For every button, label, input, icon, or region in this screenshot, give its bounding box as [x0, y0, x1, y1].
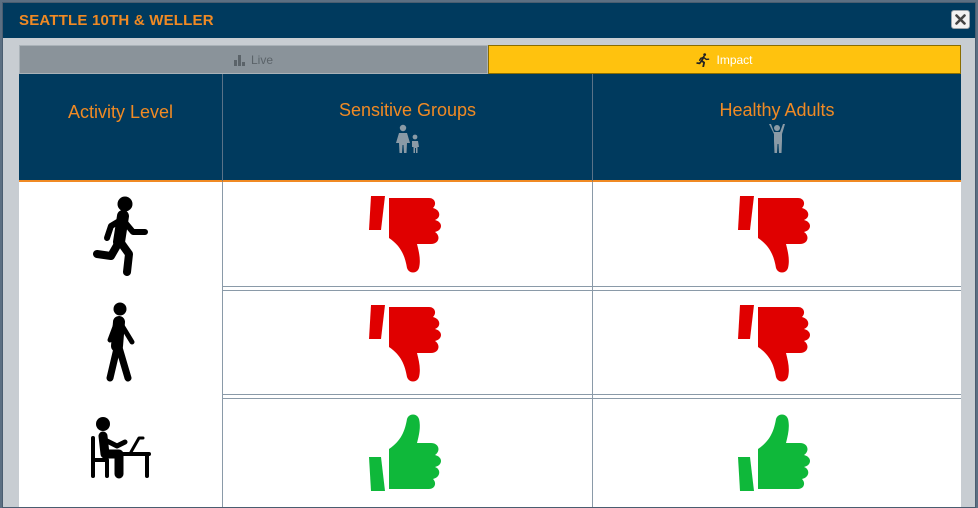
header-activity-label: Activity Level [67, 102, 174, 122]
header-sensitive-label: Sensitive Groups [338, 100, 477, 120]
header-healthy-adults: Healthy Adults [592, 74, 961, 182]
column-divider [222, 182, 223, 507]
cell-sensitive-running [223, 182, 592, 286]
adult-child-icon [395, 124, 419, 153]
close-button[interactable] [951, 10, 970, 29]
row-separator [593, 394, 961, 399]
thumbs-down-icon [738, 304, 810, 381]
row-separator [593, 286, 961, 291]
header-healthy-label: Healthy Adults [719, 100, 835, 120]
tab-impact[interactable]: Impact [488, 45, 961, 74]
impact-table: Activity Level Sensitive Groups Healthy … [19, 74, 961, 507]
tab-live-label: Live [250, 52, 273, 67]
person-arms-up-icon [769, 124, 785, 153]
row-separator [223, 286, 592, 291]
runner-icon [696, 52, 710, 67]
window-title: SEATTLE 10TH & WELLER [19, 12, 214, 29]
cell-sensitive-walking [223, 291, 592, 394]
cell-healthy-walking [593, 291, 961, 394]
title-bar: SEATTLE 10TH & WELLER [3, 3, 975, 38]
row-separator [223, 394, 592, 399]
activity-level-column [19, 182, 222, 507]
cell-sensitive-sitting [223, 399, 592, 507]
thumbs-down-icon [368, 196, 441, 273]
thumbs-down-icon [368, 304, 441, 381]
header-activity-level: Activity Level [19, 74, 222, 182]
tab-live[interactable]: Live [19, 45, 488, 74]
running-person-icon [92, 196, 148, 276]
column-divider [592, 182, 593, 507]
close-icon [955, 14, 966, 25]
header-sensitive-groups: Sensitive Groups [222, 74, 592, 182]
thumbs-up-icon [368, 414, 441, 491]
tab-impact-label: Impact [716, 52, 753, 67]
thumbs-up-icon [738, 414, 810, 491]
bar-chart-icon [233, 54, 245, 66]
thumbs-down-icon [738, 196, 810, 273]
person-at-desk-icon [90, 417, 151, 479]
view-tabs: Live Impact [19, 45, 961, 74]
walking-person-icon [106, 302, 134, 382]
cell-healthy-sitting [593, 399, 961, 507]
cell-healthy-running [593, 182, 961, 286]
